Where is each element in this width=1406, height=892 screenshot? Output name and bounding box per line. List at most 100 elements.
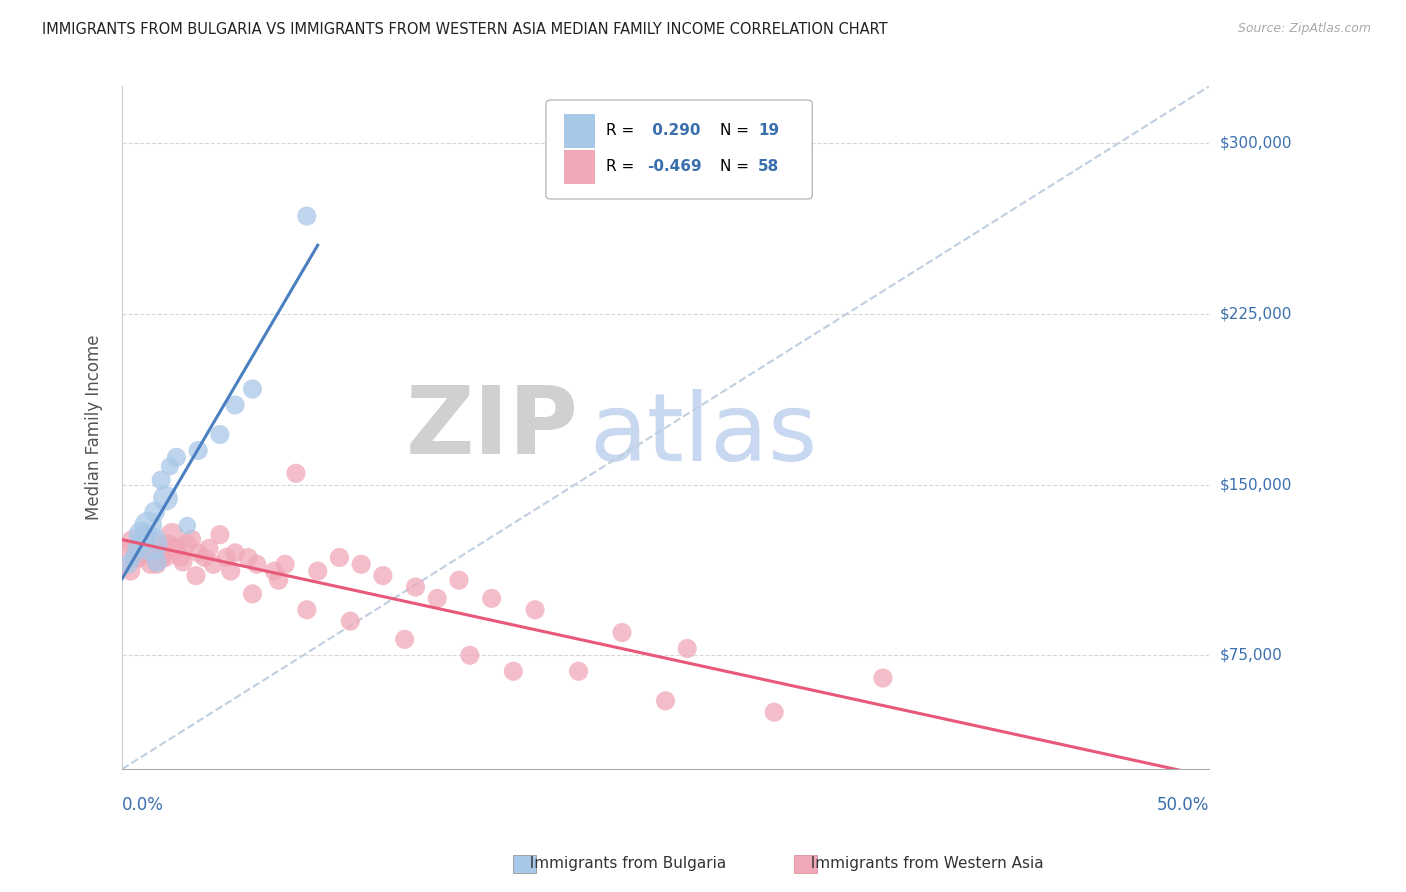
Point [136,518,159,533]
Text: Immigrants from Western Asia: Immigrants from Western Asia [801,856,1045,871]
Point [246,558,269,572]
Point [394,632,416,647]
Point [236,550,259,565]
Point [184,568,207,582]
Point [128,550,150,565]
Point [610,625,633,640]
FancyBboxPatch shape [546,100,813,199]
Point [122,550,145,565]
Point [159,459,181,474]
Point [194,550,217,565]
Point [176,537,198,551]
Point [187,443,209,458]
Point [458,648,481,663]
Point [224,546,246,560]
Point [160,527,183,541]
Point [122,534,145,549]
Point [447,573,470,587]
Point [872,671,894,685]
Text: N =: N = [720,123,754,138]
Point [139,537,162,551]
Point [131,541,153,556]
Text: $225,000: $225,000 [1220,307,1292,321]
Text: ZIP: ZIP [406,382,578,474]
Point [208,427,231,442]
Point [117,558,139,572]
FancyBboxPatch shape [564,113,595,148]
Point [132,533,155,547]
Text: atlas: atlas [589,389,818,481]
Text: $300,000: $300,000 [1220,136,1292,151]
Text: 58: 58 [758,160,779,175]
Point [763,705,786,719]
Point [328,550,350,565]
Point [163,541,186,556]
Point [215,550,238,565]
Point [180,533,202,547]
Text: 19: 19 [758,123,779,138]
Text: $75,000: $75,000 [1220,648,1282,663]
Text: R =: R = [606,123,638,138]
Point [117,546,139,560]
Point [165,541,187,556]
Text: 0.0%: 0.0% [122,797,165,814]
Point [143,505,166,519]
Point [176,518,198,533]
Point [139,558,162,572]
Y-axis label: Median Family Income: Median Family Income [86,335,103,520]
Point [156,537,179,551]
Point [198,541,221,556]
Point [502,664,524,678]
Point [371,568,394,582]
Text: $150,000: $150,000 [1220,477,1292,492]
Point [242,587,264,601]
Point [155,550,177,565]
Point [127,541,149,556]
Point [172,555,194,569]
Point [295,209,318,223]
Point [405,580,427,594]
Point [165,450,187,465]
Point [567,664,589,678]
Point [143,534,166,549]
Point [263,564,285,578]
Point [152,546,174,560]
Text: N =: N = [720,160,754,175]
Point [481,591,503,606]
Point [295,603,318,617]
Point [224,398,246,412]
Point [155,491,177,506]
Point [208,527,231,541]
Text: 50.0%: 50.0% [1157,797,1209,814]
Point [339,614,361,628]
Point [202,558,225,572]
FancyBboxPatch shape [564,150,595,184]
Point [267,573,290,587]
Bar [794,855,817,873]
Point [350,558,373,572]
Text: Immigrants from Bulgaria: Immigrants from Bulgaria [520,856,727,871]
Point [219,564,242,578]
Point [426,591,449,606]
Text: -0.469: -0.469 [647,160,702,175]
Text: R =: R = [606,160,638,175]
Point [131,527,153,541]
Point [146,555,169,569]
Text: IMMIGRANTS FROM BULGARIA VS IMMIGRANTS FROM WESTERN ASIA MEDIAN FAMILY INCOME CO: IMMIGRANTS FROM BULGARIA VS IMMIGRANTS F… [42,22,887,37]
Point [136,541,159,556]
Point [307,564,329,578]
Point [135,527,157,541]
Bar [513,855,536,873]
Point [654,694,676,708]
Point [242,382,264,396]
Text: Source: ZipAtlas.com: Source: ZipAtlas.com [1237,22,1371,36]
Point [170,550,193,565]
Point [150,473,173,487]
Point [284,467,307,481]
Point [274,558,297,572]
Point [148,550,170,565]
Point [127,550,149,565]
Point [187,546,209,560]
Point [146,558,169,572]
Point [120,564,142,578]
